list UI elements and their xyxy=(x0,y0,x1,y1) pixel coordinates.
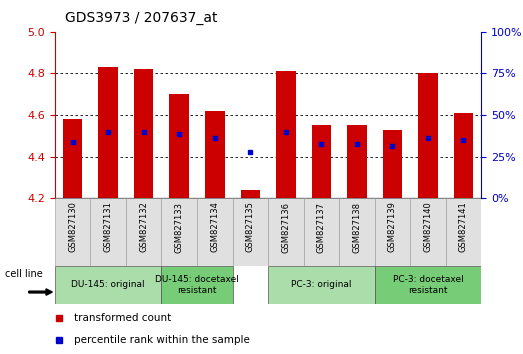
Bar xyxy=(312,125,331,198)
Bar xyxy=(55,266,162,304)
Bar xyxy=(268,198,303,266)
Text: DU-145: docetaxel
resistant: DU-145: docetaxel resistant xyxy=(155,275,239,295)
Text: GSM827134: GSM827134 xyxy=(210,202,219,252)
Bar xyxy=(276,72,295,198)
Bar xyxy=(134,69,153,198)
Text: GSM827141: GSM827141 xyxy=(459,202,468,252)
Text: GSM827140: GSM827140 xyxy=(424,202,433,252)
Bar xyxy=(446,198,481,266)
Bar xyxy=(374,266,481,304)
Text: transformed count: transformed count xyxy=(74,313,172,323)
Bar xyxy=(205,111,224,198)
Bar xyxy=(55,198,90,266)
Bar xyxy=(418,74,438,198)
Bar xyxy=(169,94,189,198)
Bar xyxy=(197,198,233,266)
Text: GSM827131: GSM827131 xyxy=(104,202,112,252)
Text: GSM827135: GSM827135 xyxy=(246,202,255,252)
Text: GSM827132: GSM827132 xyxy=(139,202,148,252)
Text: DU-145: original: DU-145: original xyxy=(71,280,145,290)
Text: GSM827139: GSM827139 xyxy=(388,202,397,252)
Bar xyxy=(453,113,473,198)
Bar xyxy=(162,266,233,304)
Bar xyxy=(303,198,339,266)
Bar xyxy=(339,198,374,266)
Bar xyxy=(126,198,162,266)
Text: PC-3: original: PC-3: original xyxy=(291,280,351,290)
Bar xyxy=(241,190,260,198)
Bar xyxy=(90,198,126,266)
Text: cell line: cell line xyxy=(5,269,43,279)
Bar xyxy=(233,198,268,266)
Bar xyxy=(347,125,367,198)
Bar xyxy=(383,130,402,198)
Bar xyxy=(410,198,446,266)
Text: GSM827130: GSM827130 xyxy=(68,202,77,252)
Bar xyxy=(268,266,374,304)
Text: GSM827136: GSM827136 xyxy=(281,202,290,253)
Bar xyxy=(98,67,118,198)
Bar xyxy=(374,198,410,266)
Bar xyxy=(162,198,197,266)
Text: percentile rank within the sample: percentile rank within the sample xyxy=(74,335,250,345)
Bar xyxy=(63,119,83,198)
Text: PC-3: docetaxel
resistant: PC-3: docetaxel resistant xyxy=(392,275,463,295)
Text: GSM827133: GSM827133 xyxy=(175,202,184,253)
Text: GDS3973 / 207637_at: GDS3973 / 207637_at xyxy=(65,11,218,25)
Text: GSM827137: GSM827137 xyxy=(317,202,326,253)
Text: GSM827138: GSM827138 xyxy=(353,202,361,253)
